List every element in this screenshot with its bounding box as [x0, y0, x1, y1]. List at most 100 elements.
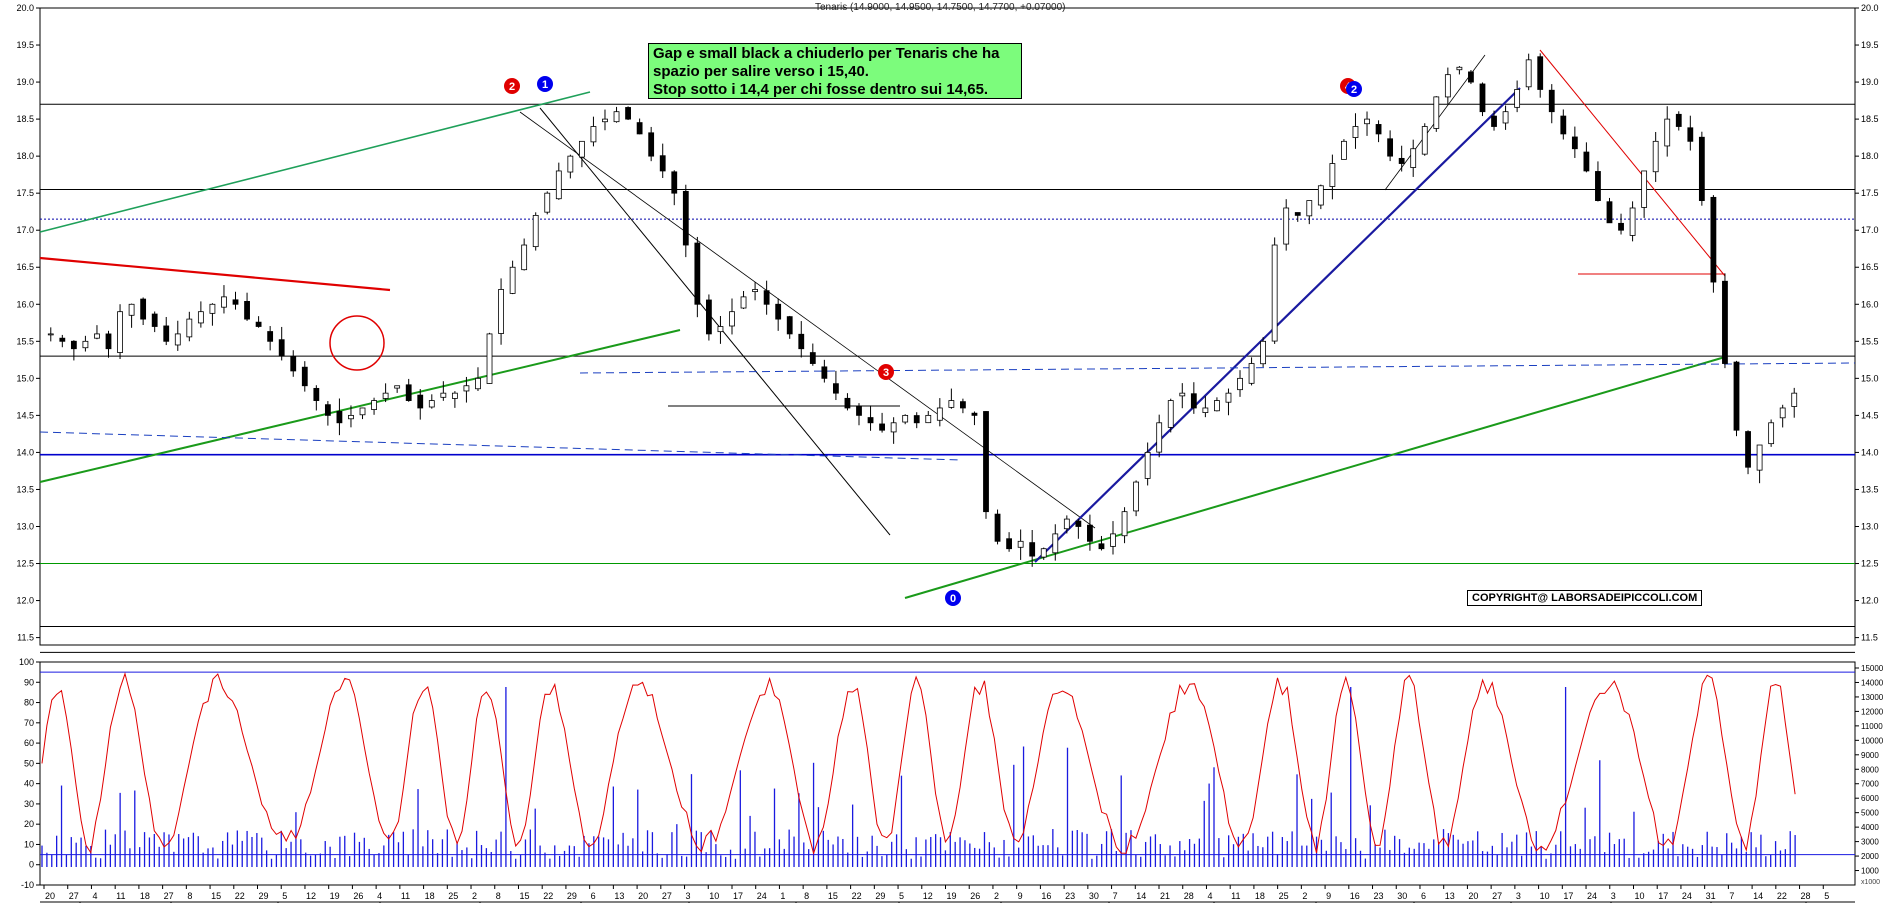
- candle-body: [798, 333, 805, 350]
- candle-body: [1133, 481, 1140, 512]
- candle-body: [879, 423, 885, 431]
- y-axis-right: 20.0 19.5 19.0 18.5 18.0 17.5 17.0 16.5 16.0 15.5…: [1855, 3, 1879, 643]
- candle-body: [1514, 89, 1521, 108]
- candle-body: [1248, 363, 1255, 384]
- candle-body: [1710, 196, 1717, 283]
- candle-body: [359, 407, 366, 416]
- wave-markers: 213042: [504, 76, 1362, 606]
- candle-body: [1687, 127, 1694, 142]
- candle-body: [498, 289, 504, 334]
- candle-body: [105, 333, 112, 350]
- candle-body: [1294, 212, 1301, 216]
- candle-body: [1560, 115, 1567, 135]
- candle-body: [1317, 185, 1324, 206]
- y-tick-label: 19.5: [1861, 40, 1879, 50]
- x-tick-label: 26: [353, 891, 363, 901]
- candle-body: [186, 318, 193, 338]
- candle-body: [578, 140, 585, 158]
- volume-unit-label: x1000: [1861, 879, 1881, 886]
- x-tick-label: 10: [1540, 891, 1550, 901]
- candle-body: [428, 400, 435, 408]
- candle-body: [1722, 280, 1728, 364]
- candle-body: [1179, 392, 1186, 397]
- analysis-note-line: Stop sotto i 14,4 per chi fosse dentro s…: [653, 81, 989, 98]
- candle-body: [925, 414, 932, 424]
- candle-body: [1237, 377, 1243, 391]
- x-tick-label: 29: [567, 891, 577, 901]
- osc-tick-label: 20: [24, 819, 34, 829]
- candle-body: [1144, 452, 1151, 479]
- x-tick-label: 2: [1302, 891, 1307, 901]
- candle-body: [913, 415, 920, 424]
- x-tick-label: 16: [1041, 891, 1051, 901]
- x-tick-label: 26: [970, 891, 980, 901]
- x-tick-label: 6: [1421, 891, 1426, 901]
- candle-body: [1306, 200, 1313, 217]
- horizontal-levels: [40, 103, 1855, 653]
- osc-tick-label: 0: [29, 860, 34, 870]
- x-tick-label: 14: [1753, 891, 1763, 901]
- volume-tick-label: 9000: [1861, 751, 1879, 760]
- osc-tick-label: 40: [24, 779, 34, 789]
- osc-tick-label: 30: [24, 799, 34, 809]
- candle-body: [809, 352, 816, 364]
- x-tick-label: 11: [401, 891, 410, 901]
- y-tick-label: 14.0: [16, 447, 34, 457]
- candle-body: [1537, 56, 1544, 90]
- y-tick-label: 13.0: [16, 521, 34, 531]
- candle-body: [59, 337, 66, 342]
- candle-body: [348, 414, 354, 420]
- candle-body: [232, 299, 239, 305]
- oscillator-panel: [40, 671, 1855, 867]
- x-tick-label: 18: [425, 891, 435, 901]
- y-tick-label: 11.5: [1861, 633, 1878, 643]
- osc-tick-label: 70: [24, 718, 34, 728]
- candle-body: [960, 401, 966, 409]
- candle-body: [694, 242, 701, 305]
- trendline: [39, 91, 591, 233]
- x-tick-label: 23: [1065, 891, 1075, 901]
- candle-body: [1110, 533, 1116, 547]
- osc-tick-label: 50: [24, 758, 34, 768]
- candle-body: [1618, 222, 1624, 231]
- candle-body: [1583, 151, 1590, 172]
- candle-body: [971, 412, 978, 416]
- candle-body: [1202, 407, 1209, 413]
- x-tick-label: 30: [1089, 891, 1099, 901]
- x-tick-label: 19: [330, 891, 340, 901]
- x-tick-label: 8: [496, 891, 501, 901]
- volume-tick-label: 14000: [1861, 678, 1884, 687]
- y-tick-label: 18.0: [16, 151, 34, 161]
- volume-tick-label: 8000: [1861, 765, 1879, 774]
- candle-body: [705, 299, 712, 335]
- osc-tick-label: 10: [24, 839, 34, 849]
- y-tick-label: 18.5: [16, 114, 34, 124]
- x-tick-label: 27: [1492, 891, 1502, 901]
- candle-body: [221, 296, 227, 308]
- y-tick-label: 19.5: [16, 40, 34, 50]
- candle-body: [1652, 140, 1659, 173]
- candle-body: [648, 132, 655, 157]
- volume-tick-label: 6000: [1861, 794, 1879, 803]
- y-tick-label: 15.0: [16, 373, 34, 383]
- candle-body: [509, 266, 516, 294]
- y-tick-label: 16.0: [1861, 299, 1879, 309]
- y-tick-label: 13.5: [1861, 484, 1879, 494]
- x-tick-label: 22: [235, 891, 245, 901]
- y-tick-label: 12.5: [1861, 559, 1879, 569]
- candle-body: [1675, 113, 1682, 127]
- x-tick-label: 23: [1374, 891, 1384, 901]
- x-tick-label: 15: [519, 891, 529, 901]
- x-tick-label: 4: [1207, 891, 1212, 901]
- candle-body: [613, 111, 620, 123]
- x-tick-label: 5: [1824, 891, 1829, 901]
- y-tick-label: 19.0: [1861, 77, 1879, 87]
- x-tick-label: 5: [899, 891, 904, 901]
- volume-tick-label: 10000: [1861, 736, 1884, 745]
- candle-body: [567, 155, 574, 173]
- candle-body: [890, 422, 897, 433]
- x-tick-label: 11: [116, 891, 125, 901]
- x-tick-label: 17: [1563, 891, 1573, 901]
- x-axis: 20 27 4 11 18 27 8 15 22 29 5 12 19 26 4 11 18 25 2 8 15 22 29…: [40, 885, 1855, 903]
- candle-body: [1156, 422, 1163, 453]
